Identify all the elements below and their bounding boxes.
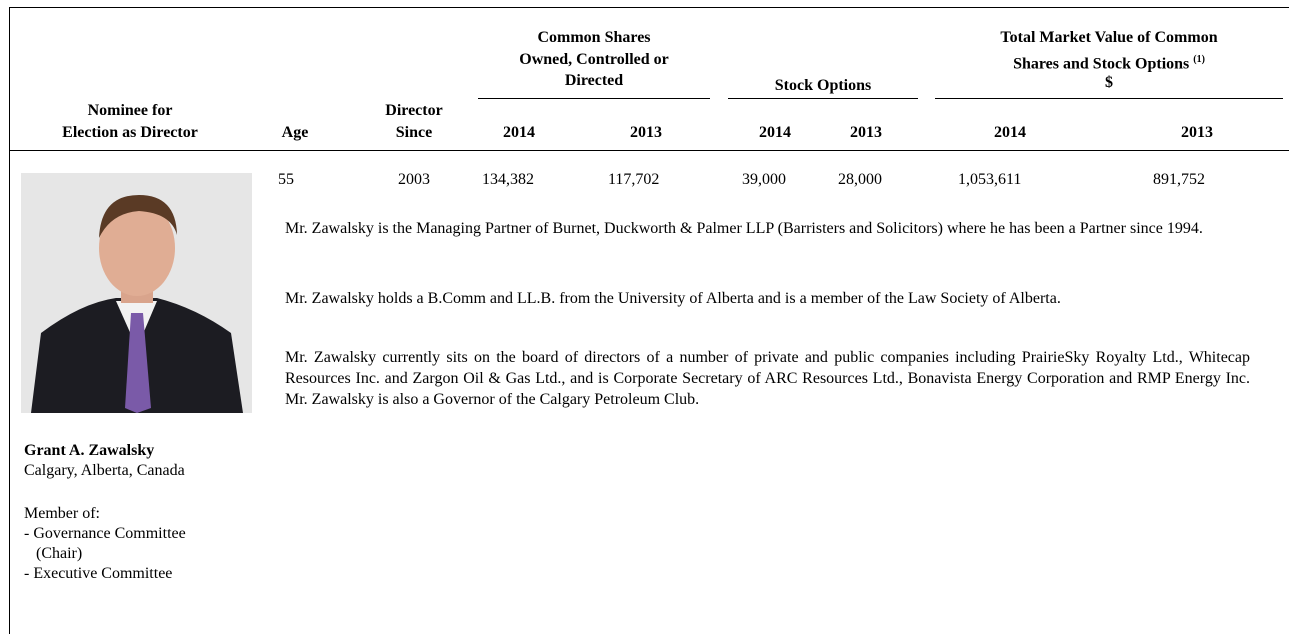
- cell-value: 28,000: [838, 171, 882, 188]
- committee: - Executive Committee: [24, 565, 173, 582]
- header-year: 2013: [850, 124, 882, 141]
- photo: [21, 173, 252, 413]
- header-line: $: [1105, 74, 1113, 92]
- header-year: 2013: [630, 124, 662, 141]
- header-line: Owned, Controlled or: [519, 51, 669, 68]
- header-year: 2013: [1181, 124, 1213, 141]
- header-line: Nominee for: [87, 102, 173, 119]
- header-year: 2014: [994, 124, 1026, 141]
- header-age: Age: [281, 124, 309, 141]
- nominee-location: Calgary, Alberta, Canada: [24, 462, 185, 479]
- footnote-ref: (1): [1193, 54, 1205, 65]
- cell-value: 1,053,611: [958, 171, 1022, 188]
- group-rule: [935, 98, 1283, 99]
- header-common-shares: Common Shares Owned, Controlled or Direc…: [478, 27, 710, 89]
- cell-director-since: 2003: [398, 171, 430, 188]
- header-director-since: Director Since: [364, 100, 464, 144]
- member-of: Member of:: [24, 505, 100, 522]
- header-nominee: Nominee for Election as Director: [40, 100, 220, 144]
- committee: - Governance Committee: [24, 525, 186, 542]
- cell-value: 891,752: [1153, 171, 1205, 188]
- header-line: Common Shares: [537, 29, 651, 46]
- header-line: Shares and Stock Options (1): [935, 49, 1283, 75]
- header-text: Shares and Stock Options: [1013, 55, 1190, 73]
- paragraph: Mr. Zawalsky is the Managing Partner of …: [285, 220, 1203, 237]
- paragraph: Mr. Zawalsky holds a B.Comm and LL.B. fr…: [285, 290, 1061, 307]
- border-left: [9, 7, 10, 634]
- header-market-value: Total Market Value of Common Shares and …: [935, 27, 1283, 91]
- border-top: [9, 7, 1289, 8]
- header-year: 2014: [759, 124, 791, 141]
- nominee-info: Grant A. Zawalsky Calgary, Alberta, Cana…: [24, 441, 186, 584]
- committee: (Chair): [36, 545, 83, 562]
- header-line: Directed: [564, 72, 624, 89]
- cell-age: 55: [278, 171, 294, 188]
- cell-value: 39,000: [742, 171, 786, 188]
- header-line: Election as Director: [62, 124, 198, 141]
- cell-value: 134,382: [482, 171, 534, 188]
- group-rule: [728, 98, 918, 99]
- nominee-name: Grant A. Zawalsky: [24, 442, 155, 459]
- group-rule: [478, 98, 710, 99]
- cell-value: 117,702: [608, 171, 660, 188]
- header-line: Since: [395, 124, 433, 141]
- header-year: 2014: [503, 124, 535, 141]
- header-stock-options: Stock Options: [774, 77, 872, 94]
- paragraph: Mr. Zawalsky currently sits on the board…: [285, 349, 1250, 408]
- header-rule: [9, 150, 1289, 151]
- header-line: Total Market Value of Common: [1000, 29, 1218, 46]
- header-line: Director: [385, 102, 443, 119]
